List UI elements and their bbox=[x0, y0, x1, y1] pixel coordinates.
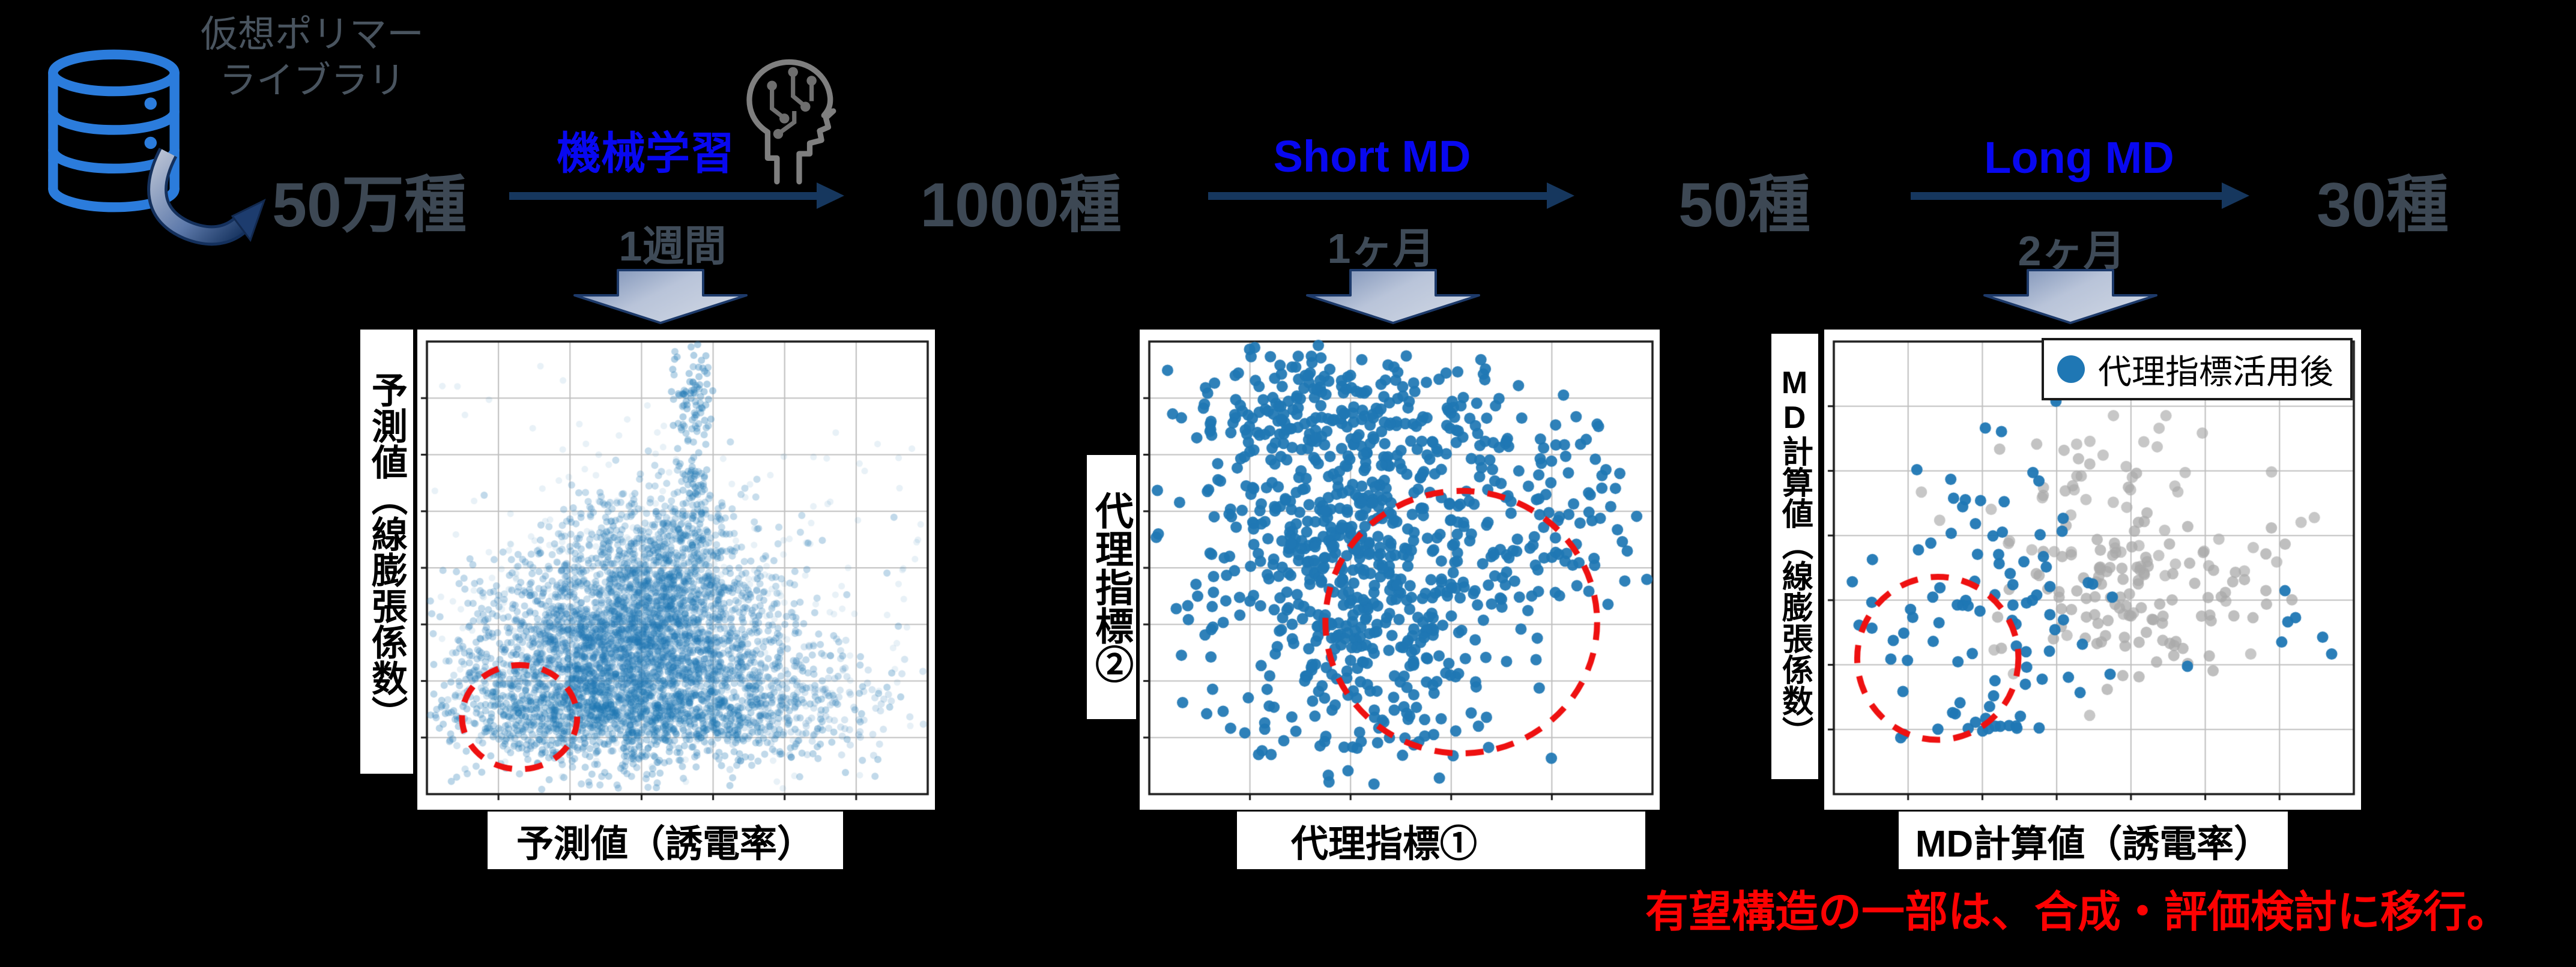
down-arrow-icon bbox=[1983, 269, 2157, 324]
flow-arrow-ml-head bbox=[817, 182, 844, 209]
chart3-legend: 代理指標活用後 bbox=[2042, 338, 2353, 400]
chart3-scatter-plot bbox=[1824, 330, 2361, 810]
count-500k: 50万種 bbox=[272, 170, 467, 240]
flow-arrow-ml-line bbox=[509, 192, 818, 200]
legend-label: 代理指標活用後 bbox=[2098, 352, 2333, 391]
chart2-canvas bbox=[1140, 330, 1660, 810]
chart3-canvas bbox=[1824, 330, 2361, 810]
down-arrow-icon bbox=[1306, 269, 1480, 324]
chart1-x-axis-label: 予測値（誘電率） bbox=[488, 812, 843, 869]
step-shortmd-duration: 1ヶ月 bbox=[1327, 225, 1435, 272]
down-arrow-icon bbox=[573, 269, 748, 324]
chart2-y-axis-label: 代理指標② bbox=[1087, 455, 1136, 719]
step-shortmd-label: Short MD bbox=[1273, 131, 1471, 181]
chart1-y-axis-label: 予測値（線膨張係数） bbox=[360, 330, 413, 774]
step-longmd-duration: 2ヶ月 bbox=[2018, 227, 2126, 274]
chart3-y-axis-label: MD計算値（線膨張係数） bbox=[1771, 334, 1818, 779]
flow-arrow-longmd-line bbox=[1911, 192, 2223, 200]
chart2-scatter-plot bbox=[1140, 330, 1660, 810]
legend-marker-icon bbox=[2057, 355, 2085, 383]
chart1-canvas bbox=[417, 330, 935, 810]
count-30: 30種 bbox=[2317, 170, 2449, 240]
curved-arrow-icon bbox=[147, 148, 266, 246]
count-1000: 1000種 bbox=[920, 170, 1122, 240]
chart1-scatter-plot bbox=[417, 330, 935, 810]
library-title: 仮想ポリマー ライブラリ bbox=[162, 12, 462, 104]
library-title-line1: 仮想ポリマー bbox=[200, 14, 424, 55]
chart3-x-axis-label: MD計算値（誘電率） bbox=[1899, 812, 2288, 869]
flow-arrow-shortmd-head bbox=[1547, 182, 1574, 209]
step-ml-duration: 1週間 bbox=[618, 223, 727, 270]
footnote-text: 有望構造の一部は、合成・評価検討に移行。 bbox=[1645, 888, 2510, 936]
flow-arrow-longmd-head bbox=[2222, 182, 2249, 209]
library-title-line2: ライブラリ bbox=[219, 59, 405, 101]
count-50: 50種 bbox=[1678, 170, 1810, 240]
flow-arrow-shortmd-line bbox=[1208, 192, 1548, 200]
brain-head-icon bbox=[746, 59, 836, 185]
step-ml-label: 機械学習 bbox=[557, 128, 734, 178]
chart2-x-axis-label: 代理指標① bbox=[1237, 812, 1645, 869]
step-longmd-label: Long MD bbox=[1984, 133, 2174, 182]
